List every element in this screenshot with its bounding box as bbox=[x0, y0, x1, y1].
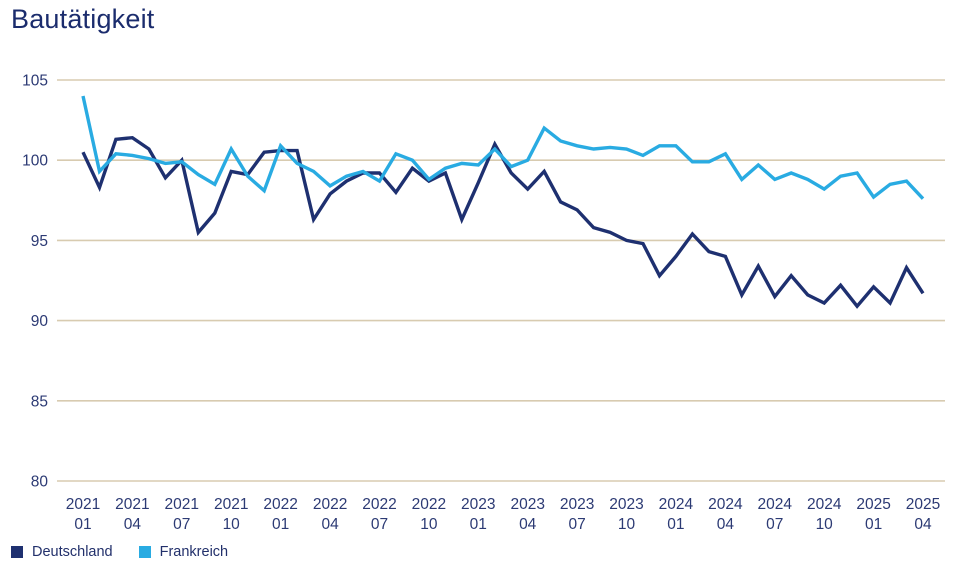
chart-legend: Deutschland Frankreich bbox=[11, 544, 228, 560]
page-title: Bautätigkeit bbox=[11, 4, 155, 34]
svg-text:95: 95 bbox=[31, 233, 48, 250]
svg-text:10: 10 bbox=[420, 516, 438, 533]
deutschland-swatch-icon bbox=[11, 546, 23, 558]
svg-text:2023: 2023 bbox=[510, 496, 544, 513]
svg-text:2024: 2024 bbox=[708, 496, 743, 513]
svg-text:2021: 2021 bbox=[66, 496, 100, 513]
svg-text:2025: 2025 bbox=[856, 496, 890, 513]
svg-text:80: 80 bbox=[31, 474, 49, 491]
svg-text:2021: 2021 bbox=[115, 496, 149, 513]
svg-text:07: 07 bbox=[173, 516, 190, 533]
svg-text:2021: 2021 bbox=[214, 496, 248, 513]
svg-text:07: 07 bbox=[766, 516, 783, 533]
svg-text:10: 10 bbox=[223, 516, 241, 533]
svg-text:100: 100 bbox=[22, 153, 48, 170]
svg-text:2024: 2024 bbox=[758, 496, 793, 513]
svg-text:07: 07 bbox=[568, 516, 585, 533]
svg-text:2022: 2022 bbox=[313, 496, 347, 513]
svg-text:2023: 2023 bbox=[560, 496, 594, 513]
svg-text:2023: 2023 bbox=[609, 496, 643, 513]
svg-text:01: 01 bbox=[74, 516, 91, 533]
legend-label-deutschland: Deutschland bbox=[32, 544, 113, 560]
svg-text:85: 85 bbox=[31, 393, 48, 410]
svg-text:2023: 2023 bbox=[461, 496, 495, 513]
svg-text:01: 01 bbox=[865, 516, 882, 533]
legend-item-frankreich: Frankreich bbox=[138, 544, 229, 560]
frankreich-swatch-icon bbox=[138, 546, 151, 558]
svg-text:04: 04 bbox=[321, 516, 339, 533]
svg-text:01: 01 bbox=[272, 516, 289, 533]
svg-text:07: 07 bbox=[371, 516, 388, 533]
legend-label-frankreich: Frankreich bbox=[159, 544, 229, 560]
svg-text:2024: 2024 bbox=[807, 496, 842, 513]
svg-text:04: 04 bbox=[914, 516, 932, 533]
svg-text:01: 01 bbox=[470, 516, 487, 533]
svg-text:01: 01 bbox=[667, 516, 684, 533]
svg-text:04: 04 bbox=[717, 516, 735, 533]
svg-text:2022: 2022 bbox=[412, 496, 446, 513]
svg-text:04: 04 bbox=[519, 516, 537, 533]
svg-text:10: 10 bbox=[816, 516, 834, 533]
svg-text:2021: 2021 bbox=[165, 496, 199, 513]
svg-text:2024: 2024 bbox=[659, 496, 694, 513]
svg-text:2022: 2022 bbox=[362, 496, 396, 513]
svg-text:2025: 2025 bbox=[906, 496, 940, 513]
svg-text:105: 105 bbox=[22, 73, 48, 90]
svg-text:2022: 2022 bbox=[263, 496, 297, 513]
svg-text:04: 04 bbox=[124, 516, 142, 533]
svg-text:10: 10 bbox=[618, 516, 636, 533]
svg-text:90: 90 bbox=[31, 313, 49, 330]
legend-item-deutschland: Deutschland bbox=[11, 544, 113, 560]
